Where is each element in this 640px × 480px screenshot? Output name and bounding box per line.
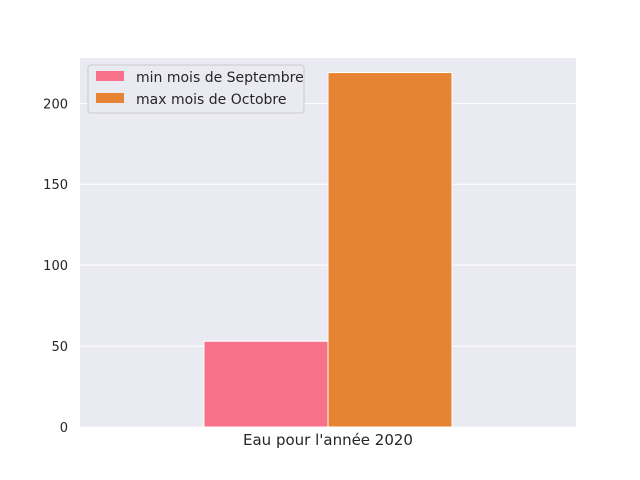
- legend-label-max: max mois de Octobre: [136, 92, 286, 108]
- legend-swatch-min: [96, 71, 124, 81]
- y-tick-label: 100: [43, 259, 68, 274]
- bar-max: [327, 72, 453, 428]
- y-tick-label: 150: [43, 178, 68, 193]
- category-label: Eau pour l'année 2020: [243, 431, 413, 449]
- y-tick-label: 0: [60, 421, 68, 436]
- y-tick-label: 200: [43, 97, 68, 112]
- legend-swatch-max: [96, 93, 124, 103]
- legend-label-min: min mois de Septembre: [136, 70, 304, 86]
- bar-min: [203, 340, 329, 428]
- y-axis-ticks: 0 50 100 150 200: [43, 97, 68, 436]
- legend: min mois de Septembre max mois de Octobr…: [87, 64, 305, 114]
- legend-box: [87, 64, 305, 114]
- x-axis-ticks: Eau pour l'année 2020: [243, 431, 413, 449]
- y-tick-label: 50: [51, 340, 68, 355]
- bars: [203, 72, 453, 428]
